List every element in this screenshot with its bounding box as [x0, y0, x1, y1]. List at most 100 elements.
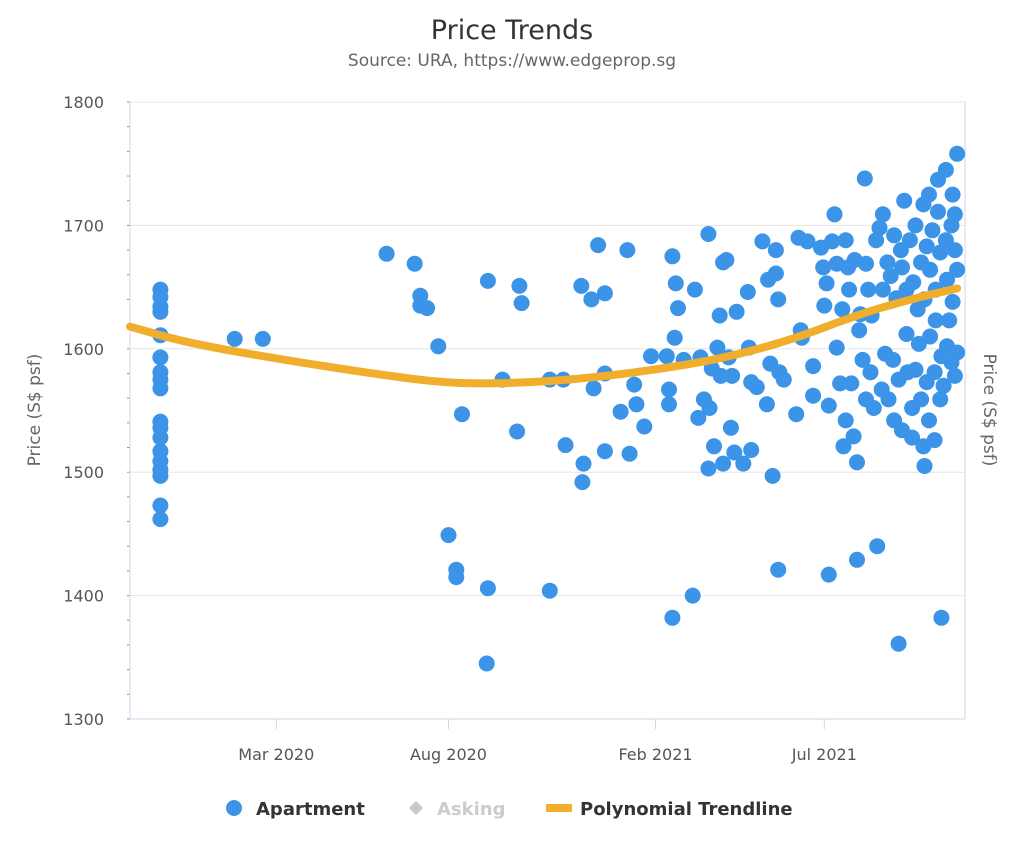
data-point: [832, 375, 849, 392]
data-point: [706, 438, 722, 455]
legend-line-icon: [546, 804, 572, 812]
data-point: [880, 391, 897, 408]
chart-subtitle: Source: URA, https://www.edgeprop.sg: [348, 51, 676, 71]
data-point: [828, 339, 845, 356]
data-point: [670, 300, 686, 317]
data-point: [152, 511, 169, 528]
data-point: [664, 609, 681, 626]
data-point: [661, 381, 677, 398]
x-axis: Mar 2020 Aug 2020 Feb 2021 Jul 2021: [130, 718, 965, 764]
data-point: [907, 361, 924, 378]
data-point: [711, 307, 728, 324]
data-point: [770, 561, 787, 578]
data-point: [430, 338, 447, 355]
data-point: [946, 242, 963, 259]
data-point: [865, 400, 882, 416]
data-point: [626, 376, 643, 393]
data-point: [254, 330, 271, 347]
y-tick-label: 1500: [63, 463, 104, 482]
data-point: [885, 351, 901, 368]
data-point: [882, 268, 899, 284]
data-point: [907, 217, 924, 234]
data-point: [726, 444, 743, 461]
legend-label-apartment: Apartment: [256, 799, 365, 820]
data-point: [874, 281, 891, 298]
data-point: [619, 242, 636, 259]
data-point: [700, 460, 717, 477]
data-point: [636, 418, 653, 435]
x-tick-label: Feb 2021: [618, 745, 692, 764]
data-point: [406, 255, 423, 272]
data-point: [949, 344, 966, 361]
data-point: [858, 255, 874, 272]
data-point: [378, 245, 395, 262]
y-tick-label: 1400: [63, 587, 104, 606]
data-point: [896, 192, 913, 209]
data-point: [939, 271, 955, 288]
y-axis: 1300 1400 1500 1600 1700 1800: [63, 93, 131, 729]
data-point: [770, 291, 787, 308]
data-point: [664, 248, 681, 265]
data-point: [440, 527, 457, 544]
legend-item-asking[interactable]: Asking: [409, 799, 505, 820]
data-point: [851, 322, 868, 339]
data-point: [871, 219, 888, 236]
data-point: [596, 443, 613, 460]
data-point: [658, 348, 675, 365]
data-point: [666, 329, 683, 346]
data-point: [924, 222, 941, 239]
data-point: [901, 232, 918, 249]
data-point: [743, 442, 760, 458]
data-point: [775, 371, 792, 388]
data-point: [904, 429, 921, 446]
legend-item-trendline[interactable]: Polynomial Trendline: [546, 799, 793, 820]
legend-item-apartment[interactable]: Apartment: [226, 799, 365, 820]
data-point: [921, 412, 937, 429]
data-point: [724, 367, 741, 384]
polynomial-trendline: [126, 284, 962, 388]
x-tick-label: Aug 2020: [410, 745, 487, 764]
data-point: [590, 237, 607, 254]
data-point: [834, 301, 851, 318]
legend-label-trendline: Polynomial Trendline: [580, 799, 793, 820]
x-tick-label: Jul 2021: [791, 745, 857, 764]
data-point: [845, 428, 862, 445]
data-point: [826, 206, 843, 223]
data-point: [574, 474, 591, 491]
data-point: [918, 238, 935, 255]
data-point: [886, 227, 903, 244]
data-point: [849, 454, 865, 471]
data-point: [837, 412, 854, 429]
legend-circle-icon: [226, 800, 242, 816]
data-point: [712, 367, 729, 384]
data-point: [511, 277, 528, 294]
data-point: [941, 312, 958, 329]
apartment-series: [152, 145, 966, 672]
data-point: [612, 403, 629, 420]
data-point: [226, 330, 243, 347]
data-point: [686, 281, 703, 298]
data-point: [722, 419, 739, 436]
y-axis-title-left: Price (S$ psf): [25, 354, 45, 467]
chart-title: Price Trends: [431, 15, 593, 46]
y-tick-label: 1600: [63, 340, 104, 359]
y-tick-label: 1800: [63, 93, 104, 112]
data-point: [739, 284, 756, 300]
data-point: [849, 551, 865, 568]
data-point: [735, 455, 752, 472]
data-point: [667, 275, 684, 292]
data-point: [898, 326, 915, 342]
data-point: [448, 569, 465, 586]
data-point: [921, 186, 937, 203]
data-point: [541, 582, 558, 599]
data-point: [509, 423, 526, 440]
data-point: [767, 242, 784, 259]
data-point: [621, 445, 638, 462]
data-point: [764, 467, 781, 484]
data-point: [815, 259, 832, 276]
data-point: [927, 312, 944, 329]
data-point: [701, 400, 718, 416]
data-point: [152, 380, 169, 397]
data-point: [933, 609, 950, 626]
